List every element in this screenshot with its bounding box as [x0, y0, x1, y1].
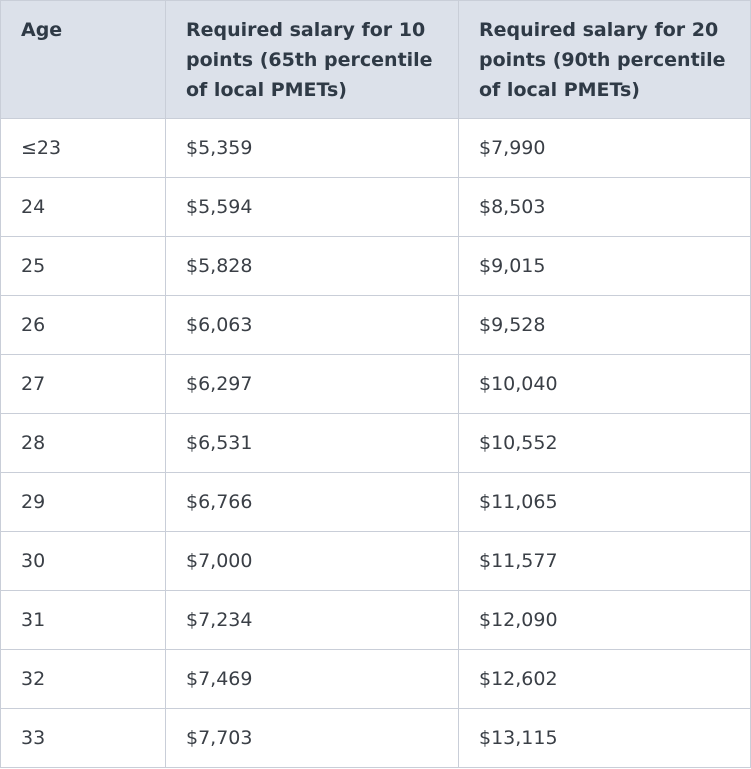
table-row: 27 $6,297 $10,040 [0, 354, 751, 414]
table-row: 29 $6,766 $11,065 [0, 472, 751, 532]
salary-10-cell: $7,703 [165, 708, 459, 768]
salary-20-cell: $11,577 [458, 531, 751, 591]
salary-20-cell: $10,552 [458, 413, 751, 473]
table-row: 24 $5,594 $8,503 [0, 177, 751, 237]
salary-10-cell: $6,766 [165, 472, 459, 532]
table-row: 28 $6,531 $10,552 [0, 413, 751, 473]
salary-20-cell: $7,990 [458, 118, 751, 178]
salary-10-cell: $5,359 [165, 118, 459, 178]
table-body: ≤23 $5,359 $7,990 24 $5,594 $8,503 25 $5… [0, 118, 751, 768]
salary-20-cell: $9,015 [458, 236, 751, 296]
salary-10-cell: $6,063 [165, 295, 459, 355]
age-cell: 27 [0, 354, 166, 414]
salary-20-cell: $8,503 [458, 177, 751, 237]
salary-20-cell: $11,065 [458, 472, 751, 532]
salary-10-cell: $7,000 [165, 531, 459, 591]
table-row: 26 $6,063 $9,528 [0, 295, 751, 355]
salary-10-cell: $7,234 [165, 590, 459, 650]
table-row: 31 $7,234 $12,090 [0, 590, 751, 650]
header-row: Age Required salary for 10 points (65th … [0, 0, 751, 119]
table-header: Age Required salary for 10 points (65th … [0, 0, 751, 119]
table-row: ≤23 $5,359 $7,990 [0, 118, 751, 178]
age-cell: 31 [0, 590, 166, 650]
salary-10-cell: $6,531 [165, 413, 459, 473]
header-age: Age [0, 0, 166, 119]
salary-20-cell: $10,040 [458, 354, 751, 414]
salary-20-cell: $12,090 [458, 590, 751, 650]
salary-10-cell: $6,297 [165, 354, 459, 414]
age-cell: 32 [0, 649, 166, 709]
header-salary-10-points: Required salary for 10 points (65th perc… [165, 0, 459, 119]
table-row: 25 $5,828 $9,015 [0, 236, 751, 296]
age-cell: 24 [0, 177, 166, 237]
table-row: 30 $7,000 $11,577 [0, 531, 751, 591]
age-cell: ≤23 [0, 118, 166, 178]
age-cell: 29 [0, 472, 166, 532]
age-cell: 26 [0, 295, 166, 355]
age-cell: 30 [0, 531, 166, 591]
salary-10-cell: $5,828 [165, 236, 459, 296]
age-cell: 25 [0, 236, 166, 296]
table-row: 33 $7,703 $13,115 [0, 708, 751, 768]
age-cell: 28 [0, 413, 166, 473]
salary-10-cell: $7,469 [165, 649, 459, 709]
salary-20-cell: $12,602 [458, 649, 751, 709]
salary-20-cell: $13,115 [458, 708, 751, 768]
salary-10-cell: $5,594 [165, 177, 459, 237]
salary-20-cell: $9,528 [458, 295, 751, 355]
header-salary-20-points: Required salary for 20 points (90th perc… [458, 0, 751, 119]
table-row: 32 $7,469 $12,602 [0, 649, 751, 709]
age-cell: 33 [0, 708, 166, 768]
